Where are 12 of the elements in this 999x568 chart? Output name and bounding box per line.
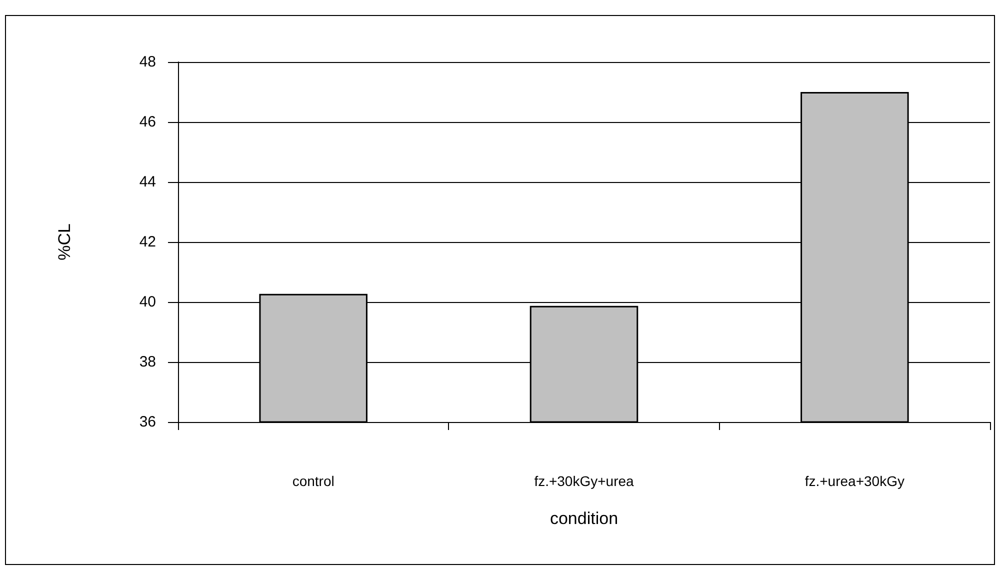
y-tick-label: 48 (139, 54, 156, 70)
y-axis-title: %CL (55, 224, 74, 260)
x-tick-label: control (292, 473, 334, 489)
x-tick-label: fz.+urea+30kGy (804, 473, 904, 489)
y-tick-label: 44 (139, 174, 156, 190)
y-tick-label: 36 (139, 414, 156, 430)
y-tick-label: 42 (139, 234, 156, 250)
y-tick-label: 38 (139, 354, 156, 370)
x-axis-title: condition (550, 509, 618, 528)
y-tick-label: 46 (139, 114, 156, 130)
y-tick-label: 40 (139, 294, 156, 310)
x-tick-label: fz.+30kGy+urea (534, 473, 634, 489)
